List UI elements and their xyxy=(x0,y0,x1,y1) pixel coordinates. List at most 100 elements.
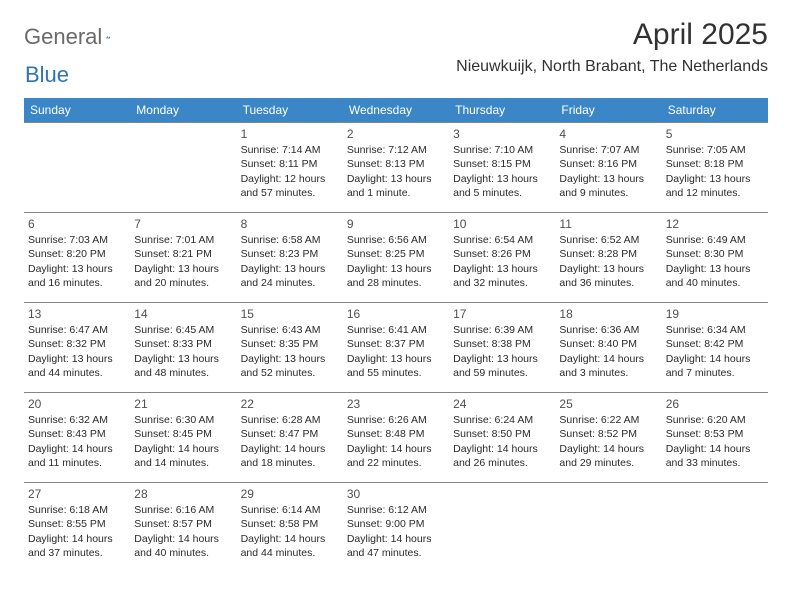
daylight-text: and 11 minutes. xyxy=(28,456,126,470)
calendar-day-cell: 30Sunrise: 6:12 AMSunset: 9:00 PMDayligh… xyxy=(343,483,449,573)
daylight-text: Daylight: 13 hours xyxy=(559,262,657,276)
daylight-text: and 44 minutes. xyxy=(28,366,126,380)
sunset-text: Sunset: 8:16 PM xyxy=(559,157,657,171)
sunrise-text: Sunrise: 6:28 AM xyxy=(241,413,339,427)
day-number: 2 xyxy=(347,126,445,142)
day-number: 30 xyxy=(347,486,445,502)
daylight-text: Daylight: 13 hours xyxy=(347,172,445,186)
sunset-text: Sunset: 8:18 PM xyxy=(666,157,764,171)
sunrise-text: Sunrise: 6:16 AM xyxy=(134,503,232,517)
sunrise-text: Sunrise: 7:07 AM xyxy=(559,143,657,157)
sunset-text: Sunset: 8:30 PM xyxy=(666,247,764,261)
col-friday: Friday xyxy=(555,98,661,123)
sunset-text: Sunset: 8:37 PM xyxy=(347,337,445,351)
day-number: 10 xyxy=(453,216,551,232)
calendar-day-cell: 15Sunrise: 6:43 AMSunset: 8:35 PMDayligh… xyxy=(237,303,343,393)
sunrise-text: Sunrise: 7:01 AM xyxy=(134,233,232,247)
calendar-day-cell xyxy=(555,483,661,573)
calendar-day-cell: 5Sunrise: 7:05 AMSunset: 8:18 PMDaylight… xyxy=(662,123,768,213)
daylight-text: and 16 minutes. xyxy=(28,276,126,290)
sunrise-text: Sunrise: 6:24 AM xyxy=(453,413,551,427)
sunset-text: Sunset: 8:40 PM xyxy=(559,337,657,351)
col-wednesday: Wednesday xyxy=(343,98,449,123)
daylight-text: Daylight: 13 hours xyxy=(666,172,764,186)
daylight-text: Daylight: 14 hours xyxy=(453,442,551,456)
calendar-day-cell: 10Sunrise: 6:54 AMSunset: 8:26 PMDayligh… xyxy=(449,213,555,303)
daylight-text: and 29 minutes. xyxy=(559,456,657,470)
day-number: 26 xyxy=(666,396,764,412)
calendar-day-cell: 20Sunrise: 6:32 AMSunset: 8:43 PMDayligh… xyxy=(24,393,130,483)
sunrise-text: Sunrise: 6:52 AM xyxy=(559,233,657,247)
daylight-text: Daylight: 13 hours xyxy=(134,352,232,366)
calendar-day-cell: 3Sunrise: 7:10 AMSunset: 8:15 PMDaylight… xyxy=(449,123,555,213)
daylight-text: and 48 minutes. xyxy=(134,366,232,380)
daylight-text: and 12 minutes. xyxy=(666,186,764,200)
daylight-text: and 1 minute. xyxy=(347,186,445,200)
daylight-text: and 7 minutes. xyxy=(666,366,764,380)
calendar-day-cell: 25Sunrise: 6:22 AMSunset: 8:52 PMDayligh… xyxy=(555,393,661,483)
sunset-text: Sunset: 8:43 PM xyxy=(28,427,126,441)
day-number: 20 xyxy=(28,396,126,412)
day-number: 3 xyxy=(453,126,551,142)
daylight-text: and 40 minutes. xyxy=(134,546,232,560)
day-number: 7 xyxy=(134,216,232,232)
calendar-week-row: 1Sunrise: 7:14 AMSunset: 8:11 PMDaylight… xyxy=(24,123,768,213)
calendar-day-cell: 1Sunrise: 7:14 AMSunset: 8:11 PMDaylight… xyxy=(237,123,343,213)
calendar-week-row: 13Sunrise: 6:47 AMSunset: 8:32 PMDayligh… xyxy=(24,303,768,393)
day-number: 27 xyxy=(28,486,126,502)
sunset-text: Sunset: 9:00 PM xyxy=(347,517,445,531)
brand-name-a: General xyxy=(24,24,102,50)
sunrise-text: Sunrise: 6:20 AM xyxy=(666,413,764,427)
daylight-text: Daylight: 13 hours xyxy=(134,262,232,276)
sunset-text: Sunset: 8:20 PM xyxy=(28,247,126,261)
calendar-day-cell: 8Sunrise: 6:58 AMSunset: 8:23 PMDaylight… xyxy=(237,213,343,303)
daylight-text: and 32 minutes. xyxy=(453,276,551,290)
calendar-day-cell: 6Sunrise: 7:03 AMSunset: 8:20 PMDaylight… xyxy=(24,213,130,303)
daylight-text: and 59 minutes. xyxy=(453,366,551,380)
day-number: 29 xyxy=(241,486,339,502)
sunrise-text: Sunrise: 6:45 AM xyxy=(134,323,232,337)
daylight-text: and 24 minutes. xyxy=(241,276,339,290)
daylight-text: Daylight: 14 hours xyxy=(559,352,657,366)
daylight-text: Daylight: 14 hours xyxy=(28,532,126,546)
day-number: 1 xyxy=(241,126,339,142)
month-year-title: April 2025 xyxy=(456,18,768,52)
sunset-text: Sunset: 8:58 PM xyxy=(241,517,339,531)
day-number: 22 xyxy=(241,396,339,412)
weekday-header-row: Sunday Monday Tuesday Wednesday Thursday… xyxy=(24,98,768,123)
daylight-text: Daylight: 14 hours xyxy=(241,532,339,546)
calendar-day-cell: 28Sunrise: 6:16 AMSunset: 8:57 PMDayligh… xyxy=(130,483,236,573)
calendar-day-cell: 12Sunrise: 6:49 AMSunset: 8:30 PMDayligh… xyxy=(662,213,768,303)
day-number: 14 xyxy=(134,306,232,322)
daylight-text: Daylight: 14 hours xyxy=(347,532,445,546)
sunset-text: Sunset: 8:48 PM xyxy=(347,427,445,441)
daylight-text: Daylight: 13 hours xyxy=(453,262,551,276)
sunset-text: Sunset: 8:35 PM xyxy=(241,337,339,351)
sunrise-text: Sunrise: 6:18 AM xyxy=(28,503,126,517)
calendar-day-cell: 7Sunrise: 7:01 AMSunset: 8:21 PMDaylight… xyxy=(130,213,236,303)
col-saturday: Saturday xyxy=(662,98,768,123)
daylight-text: Daylight: 13 hours xyxy=(347,352,445,366)
calendar-day-cell: 23Sunrise: 6:26 AMSunset: 8:48 PMDayligh… xyxy=(343,393,449,483)
col-monday: Monday xyxy=(130,98,236,123)
day-number: 9 xyxy=(347,216,445,232)
sunrise-text: Sunrise: 6:58 AM xyxy=(241,233,339,247)
sunrise-text: Sunrise: 6:36 AM xyxy=(559,323,657,337)
day-number: 8 xyxy=(241,216,339,232)
daylight-text: Daylight: 13 hours xyxy=(28,262,126,276)
sunrise-text: Sunrise: 6:32 AM xyxy=(28,413,126,427)
sunset-text: Sunset: 8:13 PM xyxy=(347,157,445,171)
daylight-text: and 14 minutes. xyxy=(134,456,232,470)
sunset-text: Sunset: 8:21 PM xyxy=(134,247,232,261)
sunset-text: Sunset: 8:42 PM xyxy=(666,337,764,351)
sunset-text: Sunset: 8:57 PM xyxy=(134,517,232,531)
brand-logo: General xyxy=(24,24,130,50)
sunrise-text: Sunrise: 7:14 AM xyxy=(241,143,339,157)
sunrise-text: Sunrise: 6:14 AM xyxy=(241,503,339,517)
sail-icon xyxy=(106,29,110,45)
day-number: 5 xyxy=(666,126,764,142)
day-number: 16 xyxy=(347,306,445,322)
daylight-text: and 28 minutes. xyxy=(347,276,445,290)
brand-name-b: Blue xyxy=(25,62,69,87)
daylight-text: Daylight: 13 hours xyxy=(666,262,764,276)
